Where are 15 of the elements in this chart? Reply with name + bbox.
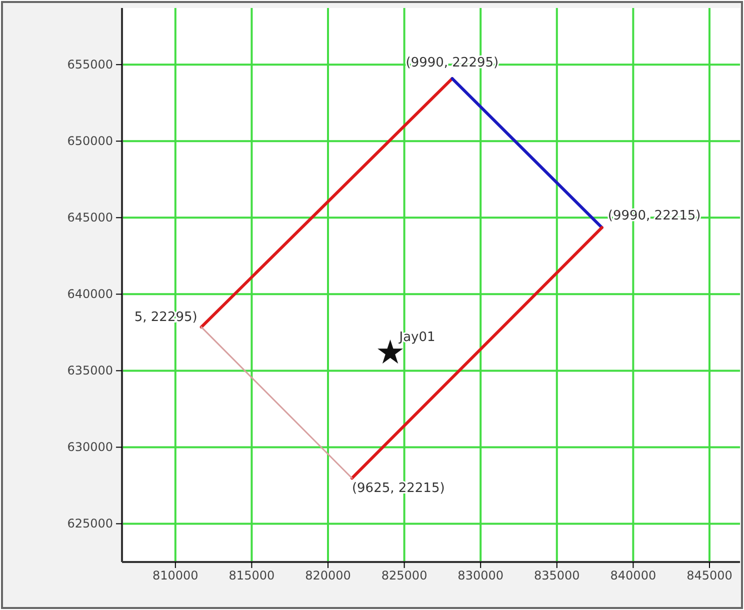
y-tick-label: 625000	[67, 516, 113, 531]
x-tick-label: 830000	[458, 568, 504, 583]
x-tick-label: 825000	[381, 568, 428, 583]
x-tick-label: 810000	[152, 568, 198, 583]
x-tick-label: 835000	[534, 568, 580, 583]
y-tick-label: 650000	[67, 134, 113, 148]
y-tick-label: 630000	[67, 440, 113, 454]
x-tick-label: 845000	[686, 568, 732, 583]
y-tick-label: 640000	[67, 287, 113, 302]
x-tick-label: 840000	[610, 568, 656, 583]
x-tick-label: 815000	[228, 568, 275, 583]
y-tick-label: 635000	[67, 364, 113, 378]
x-tick-label: 820000	[305, 568, 351, 583]
y-tick-label: 655000	[67, 57, 113, 72]
y-tick-label: 645000	[67, 210, 113, 225]
